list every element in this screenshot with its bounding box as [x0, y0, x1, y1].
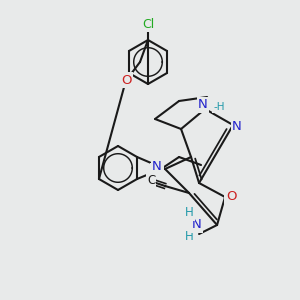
Text: N: N — [232, 121, 242, 134]
Text: C: C — [147, 173, 155, 187]
Text: O: O — [226, 190, 236, 203]
Text: O: O — [152, 164, 162, 178]
Text: N: N — [192, 218, 202, 232]
Text: H: H — [185, 230, 194, 244]
Text: O: O — [121, 74, 131, 86]
Text: -H: -H — [213, 102, 225, 112]
Text: N: N — [152, 160, 162, 173]
Text: H: H — [185, 206, 194, 220]
Text: N: N — [198, 98, 208, 112]
Text: Cl: Cl — [142, 17, 154, 31]
